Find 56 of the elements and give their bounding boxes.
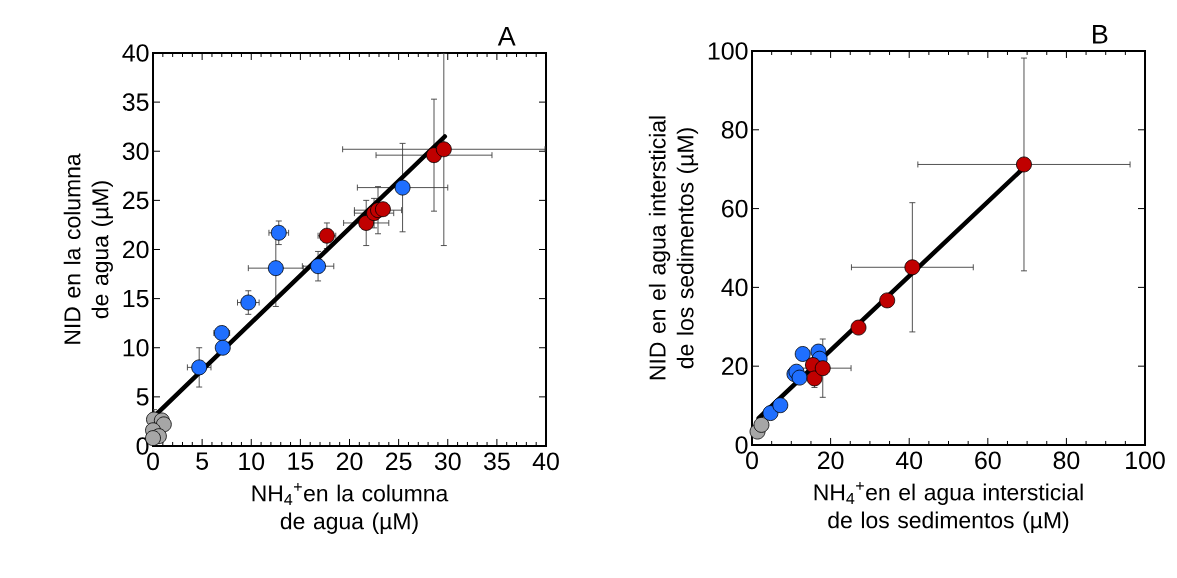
x-tick-label: 15	[288, 452, 314, 470]
x-axis-title: NH$_{4}$$^{+}$en la columna de agua (µM)	[252, 482, 449, 534]
x-tick-label: 60	[975, 451, 1001, 470]
point	[850, 319, 867, 336]
point	[435, 141, 452, 158]
point	[904, 259, 921, 276]
point	[772, 397, 789, 414]
point	[1016, 156, 1032, 173]
point	[240, 294, 257, 311]
y-tick-label: 30	[122, 142, 149, 161]
x-tick-label: 25	[386, 452, 412, 471]
y-tick-label: 60	[722, 199, 748, 218]
chart-title: B	[1093, 24, 1108, 44]
y-tick-label: 20	[722, 357, 748, 376]
point	[375, 201, 391, 218]
x-tick-label: 100	[1126, 451, 1165, 470]
point	[879, 292, 896, 309]
y-tick-label: 5	[136, 388, 149, 406]
x-tick-label: 5	[196, 452, 209, 470]
y-tick-label: 0	[136, 437, 149, 455]
y-tick-label: 15	[123, 289, 149, 308]
y-tick-label: 40	[122, 44, 149, 62]
x-tick-label: 20	[818, 451, 844, 470]
point	[213, 325, 230, 341]
point	[310, 258, 326, 275]
x-axis-title: NH$_{4}$$^{+}$en el agua intersticial de los sedimentos (µM)	[814, 481, 1083, 533]
x-tick-label: 40	[895, 451, 923, 470]
y-tick-label: 10	[123, 338, 149, 357]
point	[270, 224, 287, 241]
x-tick-label: 40	[532, 452, 559, 471]
chart-title: A	[497, 26, 516, 46]
x-tick-label: 10	[239, 452, 265, 471]
point	[319, 227, 335, 244]
point	[214, 339, 231, 356]
point	[394, 179, 411, 196]
x-tick-label: 30	[434, 452, 461, 471]
y-tick-label: 35	[122, 93, 149, 111]
y-axis-title: NID en el agua intersticial de los sedimentos (µM)	[648, 116, 699, 380]
point	[794, 346, 811, 362]
y-tick-label: 20	[123, 240, 149, 259]
point	[762, 405, 779, 421]
y-tick-label: 25	[123, 191, 149, 210]
point	[267, 260, 284, 277]
x-tick-label: 20	[336, 452, 363, 471]
point	[814, 360, 831, 377]
point	[791, 369, 808, 386]
point	[753, 416, 770, 433]
y-tick-label: 0	[735, 436, 748, 454]
point	[806, 370, 823, 387]
y-tick-label: 40	[721, 278, 748, 297]
x-tick-label: 35	[483, 452, 510, 471]
y-tick-label: 100	[708, 42, 748, 60]
point	[191, 359, 208, 376]
y-axis-title: NID en la columna de agua (µM)	[63, 153, 113, 344]
y-tick-label: 80	[721, 120, 748, 139]
x-tick-label: 80	[1053, 451, 1080, 470]
